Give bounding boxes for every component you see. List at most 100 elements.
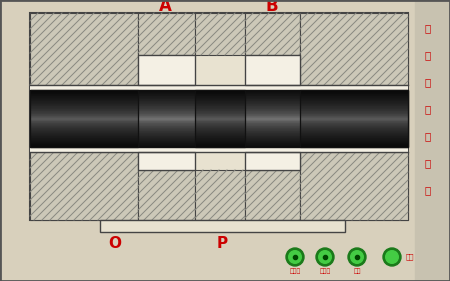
- Bar: [30, 13, 138, 85]
- Bar: [195, 98, 245, 99]
- Bar: [30, 112, 138, 113]
- Bar: [195, 112, 245, 113]
- Bar: [138, 152, 195, 170]
- Bar: [30, 127, 408, 128]
- Bar: [245, 13, 300, 55]
- Bar: [30, 115, 138, 116]
- Bar: [195, 121, 245, 122]
- Bar: [30, 136, 138, 137]
- Bar: [195, 104, 245, 105]
- Bar: [245, 55, 300, 85]
- Bar: [195, 132, 245, 133]
- Bar: [30, 142, 138, 143]
- Bar: [30, 140, 408, 141]
- Bar: [30, 131, 138, 132]
- Bar: [300, 136, 408, 137]
- Bar: [30, 115, 408, 116]
- Text: 通: 通: [425, 104, 431, 114]
- Bar: [30, 118, 138, 119]
- Bar: [30, 111, 408, 112]
- Bar: [300, 125, 408, 126]
- Bar: [30, 104, 408, 105]
- Bar: [300, 142, 408, 143]
- Bar: [30, 120, 138, 121]
- Bar: [30, 101, 138, 102]
- Bar: [300, 13, 408, 85]
- Bar: [195, 134, 245, 135]
- Bar: [30, 97, 408, 98]
- Bar: [300, 152, 408, 220]
- Bar: [30, 98, 408, 99]
- Bar: [195, 119, 245, 120]
- Bar: [30, 90, 138, 147]
- Bar: [30, 101, 408, 102]
- Bar: [30, 111, 138, 112]
- Bar: [30, 134, 138, 135]
- Bar: [300, 118, 408, 119]
- Bar: [138, 85, 300, 152]
- Bar: [30, 126, 408, 127]
- Bar: [195, 110, 245, 111]
- Bar: [100, 220, 345, 232]
- Text: 返回: 返回: [406, 254, 414, 260]
- Bar: [195, 100, 245, 101]
- Bar: [30, 146, 138, 147]
- Bar: [30, 119, 408, 120]
- Bar: [300, 93, 408, 94]
- Bar: [30, 134, 408, 135]
- Bar: [195, 118, 245, 119]
- Bar: [30, 144, 138, 145]
- Bar: [195, 133, 245, 134]
- Bar: [30, 140, 138, 141]
- Bar: [195, 95, 245, 96]
- Bar: [300, 119, 408, 120]
- Bar: [30, 126, 138, 127]
- Text: A: A: [158, 0, 171, 15]
- Bar: [195, 93, 245, 94]
- Text: 工位左: 工位左: [289, 268, 301, 274]
- Bar: [195, 106, 245, 107]
- Bar: [30, 102, 408, 103]
- Bar: [30, 129, 138, 130]
- Bar: [195, 142, 245, 143]
- Bar: [195, 113, 245, 114]
- Bar: [300, 140, 408, 141]
- Bar: [30, 116, 138, 117]
- Bar: [300, 111, 408, 112]
- Bar: [195, 102, 245, 103]
- Bar: [30, 130, 408, 131]
- Bar: [30, 95, 138, 96]
- Bar: [30, 145, 138, 146]
- Bar: [30, 129, 408, 130]
- Bar: [195, 140, 245, 141]
- Bar: [30, 137, 408, 138]
- Bar: [195, 90, 245, 91]
- Bar: [245, 170, 300, 220]
- Bar: [300, 106, 408, 107]
- Bar: [30, 146, 408, 147]
- Text: P: P: [216, 237, 228, 251]
- Circle shape: [386, 251, 398, 263]
- Bar: [30, 143, 138, 144]
- Bar: [30, 99, 138, 100]
- Bar: [300, 114, 408, 115]
- Bar: [30, 100, 138, 101]
- Circle shape: [289, 251, 302, 263]
- Bar: [300, 145, 408, 146]
- Bar: [30, 120, 408, 121]
- Bar: [195, 126, 245, 127]
- Bar: [30, 122, 138, 123]
- Bar: [30, 124, 138, 125]
- Bar: [30, 133, 408, 134]
- Bar: [30, 121, 138, 122]
- Bar: [30, 90, 138, 91]
- Bar: [30, 144, 408, 145]
- Bar: [195, 145, 245, 146]
- Bar: [195, 139, 245, 140]
- Bar: [30, 117, 408, 118]
- Bar: [195, 99, 245, 100]
- Bar: [138, 170, 195, 220]
- Bar: [30, 125, 138, 126]
- Bar: [30, 118, 408, 119]
- Bar: [195, 141, 245, 142]
